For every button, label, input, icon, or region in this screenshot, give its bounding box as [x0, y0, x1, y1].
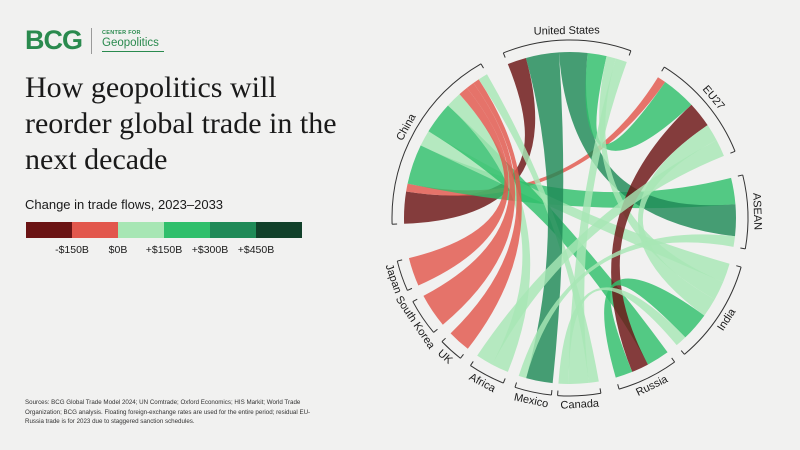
region-arc [664, 66, 736, 152]
legend-title: Change in trade flows, 2023–2033 [25, 197, 224, 212]
legend-swatch [72, 222, 118, 238]
page-title: How geopolitics will reorder global trad… [25, 71, 337, 176]
region-label: India [715, 306, 739, 333]
legend-swatch [210, 222, 256, 238]
logo-center-small: CENTER FOR [102, 29, 141, 36]
region-arc [618, 361, 675, 390]
chord-ribbon [477, 140, 724, 365]
legend-swatch [118, 222, 164, 238]
region-arc-tick [736, 265, 742, 268]
chord-ribbon [423, 83, 516, 325]
chord-ribbon [450, 79, 522, 349]
region-arc-tick [480, 63, 484, 69]
chord-ribbon [406, 77, 666, 196]
chord-ribbon [599, 56, 724, 300]
region-arcs [391, 39, 749, 397]
legend-swatch [26, 222, 72, 238]
region-label: Canada [560, 398, 600, 412]
legend-label: +$150B [145, 244, 183, 256]
region-label: China [394, 111, 419, 143]
region-arc [470, 365, 504, 384]
region-label: Japan [383, 263, 404, 295]
region-arc [503, 39, 632, 54]
region-arc-tick [502, 52, 506, 58]
region-arc [742, 174, 749, 249]
region-arc-tick [397, 259, 403, 262]
region-label: United States [534, 24, 601, 37]
logo-divider [91, 27, 92, 54]
chord-ribbon [407, 145, 736, 209]
region-arc-tick [412, 298, 418, 303]
region-arc-tick [433, 328, 438, 333]
chord-ribbon [558, 51, 736, 237]
legend-color-scale [26, 222, 302, 238]
region-label: Russia [634, 373, 670, 399]
legend-label: +$300B [191, 244, 229, 256]
chord-ribbon [525, 52, 564, 384]
region-arc-tick [502, 378, 506, 384]
legend-label: -$150B [55, 244, 89, 256]
chord-ribbons [404, 51, 736, 385]
region-arc-tick [737, 174, 743, 177]
region-label: Africa [467, 371, 498, 395]
region-label: UK [435, 347, 455, 367]
logo-brand: BCG [25, 25, 83, 55]
bcg-logo: BCG CENTER FOR Geopolitics [25, 27, 164, 54]
region-arc-tick [740, 247, 746, 250]
sources-note: Sources: BCG Global Trade Model 2024; UN… [25, 399, 311, 425]
chord-ribbon [404, 57, 536, 224]
legend-label: $0B [108, 244, 128, 256]
region-label: EU27 [700, 83, 727, 112]
chord-ribbon [611, 104, 708, 372]
region-arc [557, 392, 601, 397]
region-arc [391, 63, 482, 225]
legend-label: +$450B [237, 244, 275, 256]
region-arc-tick [550, 390, 553, 396]
region-arc-tick [661, 66, 665, 72]
chord-ribbon [585, 52, 692, 151]
region-label: ASEAN [750, 193, 763, 231]
region-arc-tick [628, 50, 632, 56]
region-arc-tick [599, 388, 602, 394]
region-arc-tick [407, 287, 413, 291]
region-arc-tick [680, 350, 685, 355]
logo-center: CENTER FOR Geopolitics [102, 30, 164, 52]
chord-ribbon [637, 125, 717, 316]
region-arc-tick [514, 382, 518, 388]
logo-center-name: Geopolitics [102, 36, 159, 49]
logo-underline [102, 50, 164, 52]
region-arc [684, 266, 742, 355]
chord-ribbon [447, 94, 531, 372]
chord-ribbon [428, 105, 668, 365]
chord-ribbon [558, 287, 686, 384]
region-arc-tick [441, 337, 446, 343]
chord-ribbon [604, 278, 705, 378]
chord-ribbon [408, 87, 509, 286]
region-arc-tick [460, 354, 464, 359]
region-arc-tick [617, 384, 620, 390]
legend-swatch [256, 222, 302, 238]
legend-swatch [164, 222, 210, 238]
chord-ribbon [478, 74, 599, 383]
region-arc-tick [730, 150, 736, 154]
region-arc-tick [671, 357, 676, 363]
region-arc-tick [470, 361, 474, 366]
